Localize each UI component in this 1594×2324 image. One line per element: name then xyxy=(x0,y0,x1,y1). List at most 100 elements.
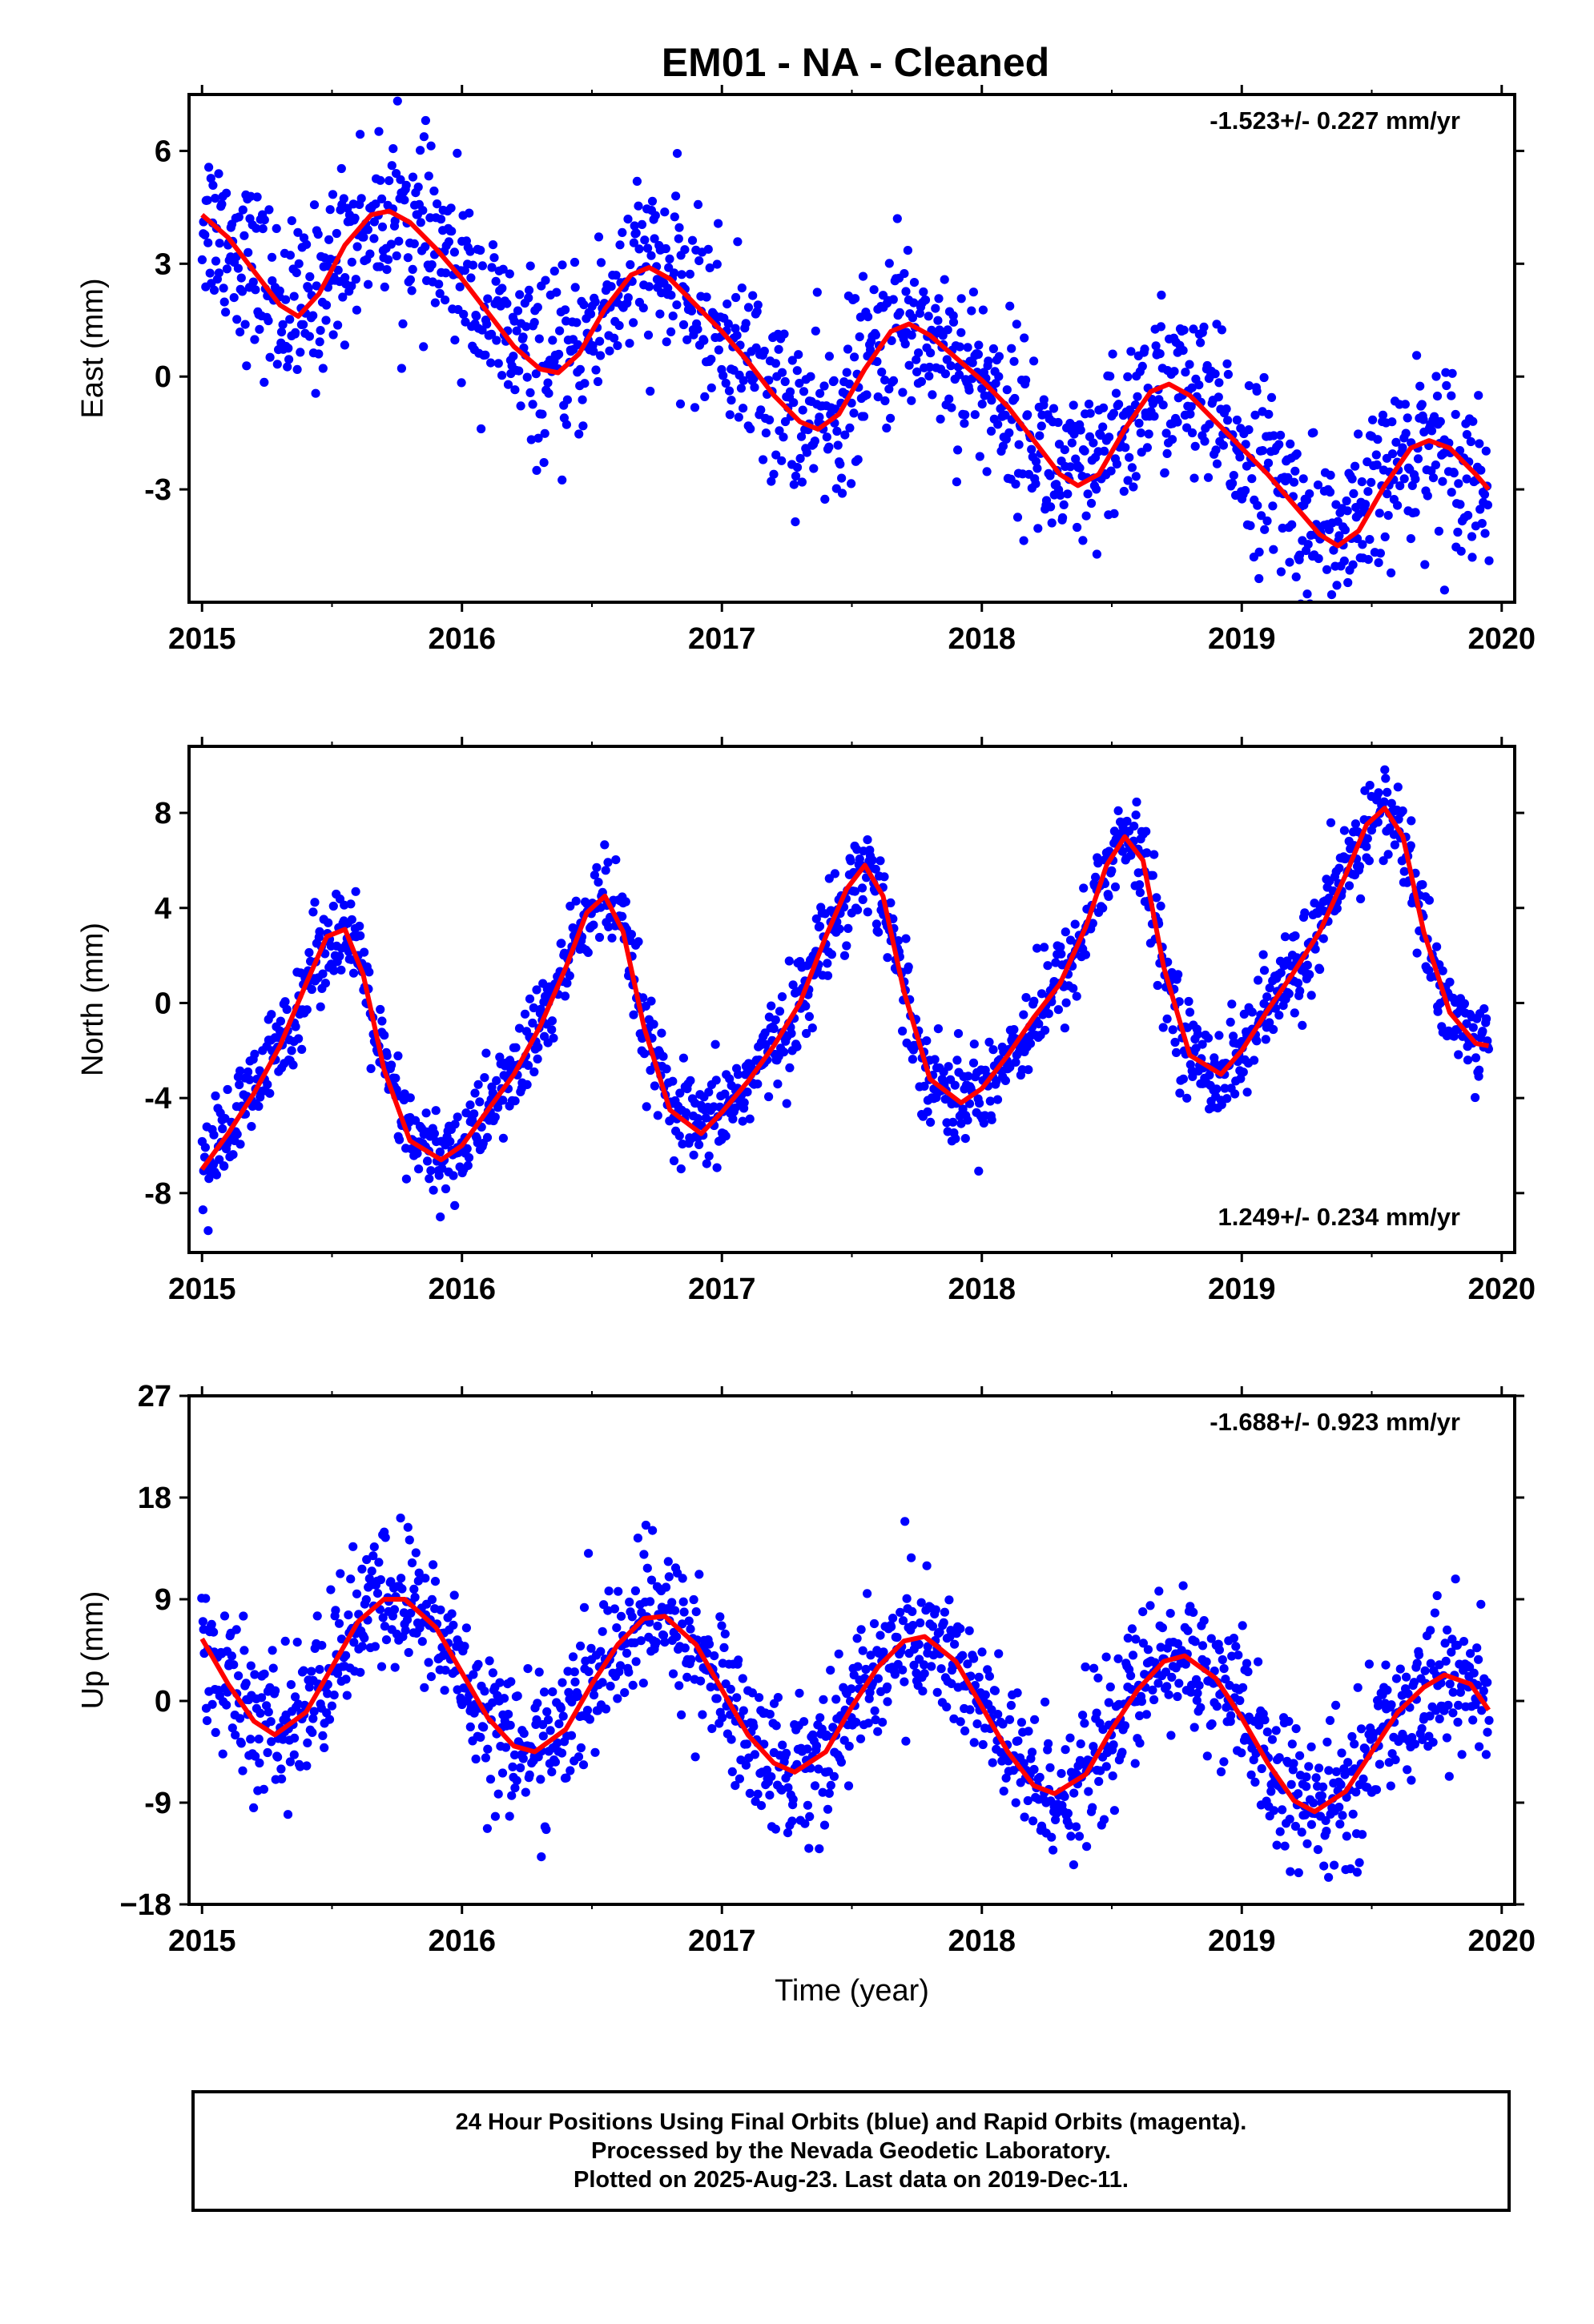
data-point xyxy=(532,465,541,476)
data-point xyxy=(970,410,980,420)
data-point xyxy=(566,1731,577,1740)
data-point xyxy=(260,377,269,387)
data-point xyxy=(296,348,305,357)
data-point xyxy=(434,1171,444,1180)
data-point xyxy=(1454,479,1463,489)
data-point xyxy=(566,901,575,911)
data-point xyxy=(984,1037,994,1047)
data-point xyxy=(1202,1751,1212,1761)
data-point xyxy=(1330,642,1338,651)
data-point xyxy=(1426,1626,1435,1635)
data-point xyxy=(733,1070,743,1080)
data-point xyxy=(812,287,822,297)
data-point xyxy=(1454,1050,1463,1059)
data-point xyxy=(1269,1806,1278,1815)
data-point xyxy=(450,336,460,345)
data-point xyxy=(799,1717,809,1727)
data-point xyxy=(205,268,215,278)
data-point xyxy=(1356,1724,1367,1734)
data-point xyxy=(640,235,650,245)
data-point xyxy=(1334,1803,1344,1812)
data-point xyxy=(797,477,807,487)
data-point xyxy=(229,293,239,303)
data-point xyxy=(756,1801,767,1811)
data-point xyxy=(386,239,396,249)
data-point xyxy=(847,1684,856,1694)
data-point xyxy=(1387,449,1398,459)
data-point xyxy=(851,1718,861,1727)
data-point xyxy=(1284,989,1294,999)
data-point xyxy=(1101,1762,1111,1771)
data-point xyxy=(1334,863,1344,873)
data-point xyxy=(1060,1791,1069,1801)
data-point xyxy=(837,473,847,483)
y-tick-label: -4 xyxy=(144,1082,171,1116)
data-point xyxy=(505,269,514,279)
data-point xyxy=(723,300,732,309)
data-point xyxy=(1044,1739,1053,1748)
data-point xyxy=(497,283,507,293)
data-point xyxy=(433,199,442,209)
data-point xyxy=(427,260,437,270)
data-point xyxy=(369,1542,379,1552)
data-point xyxy=(1287,1739,1297,1749)
data-point xyxy=(674,1681,684,1691)
data-point xyxy=(1021,993,1031,1003)
data-point xyxy=(1002,385,1012,395)
data-point xyxy=(727,1735,736,1744)
data-point xyxy=(1179,325,1189,335)
data-point xyxy=(1297,1827,1306,1837)
data-point xyxy=(572,318,582,328)
data-point xyxy=(1065,1733,1075,1743)
data-point xyxy=(1053,1005,1063,1015)
data-point xyxy=(257,1693,267,1703)
data-point xyxy=(1475,1742,1484,1751)
chart-title: EM01 - NA - Cleaned xyxy=(662,40,1049,85)
data-point xyxy=(1156,901,1165,911)
data-point xyxy=(998,1719,1008,1729)
data-point xyxy=(791,517,800,527)
data-point xyxy=(809,464,819,473)
data-point xyxy=(642,1563,652,1573)
data-point xyxy=(339,194,348,203)
data-point xyxy=(1332,581,1342,590)
data-point xyxy=(1276,430,1286,440)
data-point xyxy=(1474,391,1483,400)
rate-annotation: 1.249+/- 0.234 mm/yr xyxy=(1218,1203,1460,1231)
data-point xyxy=(706,1683,715,1692)
data-point xyxy=(267,252,277,262)
data-point xyxy=(647,196,658,206)
data-point xyxy=(590,297,600,307)
data-point xyxy=(537,1852,546,1862)
data-point xyxy=(344,1610,353,1620)
data-point xyxy=(235,1714,245,1723)
data-point xyxy=(977,1647,987,1657)
data-point xyxy=(912,355,921,364)
data-point xyxy=(914,1639,924,1649)
data-point xyxy=(401,1174,411,1184)
data-point xyxy=(1041,1025,1050,1035)
data-point xyxy=(473,1659,483,1669)
data-point xyxy=(302,239,312,249)
y-tick-label: −18 xyxy=(120,1888,171,1922)
data-point xyxy=(469,1109,479,1119)
data-point xyxy=(1238,1621,1247,1630)
data-point xyxy=(254,1101,264,1112)
data-point xyxy=(1412,948,1422,958)
data-point xyxy=(280,1636,290,1646)
data-point xyxy=(329,1691,339,1700)
data-point xyxy=(1337,1748,1346,1758)
data-point xyxy=(506,1677,516,1687)
x-tick-label: 2018 xyxy=(948,622,1016,656)
data-point xyxy=(1044,1009,1053,1019)
data-point xyxy=(445,1136,455,1147)
data-point xyxy=(1219,1664,1229,1674)
data-point xyxy=(1135,1739,1145,1748)
data-point xyxy=(1383,511,1393,521)
data-point xyxy=(521,1787,530,1797)
data-point xyxy=(232,1129,242,1139)
data-point xyxy=(1462,474,1471,484)
data-point xyxy=(1391,1755,1400,1764)
data-point xyxy=(731,1103,740,1112)
